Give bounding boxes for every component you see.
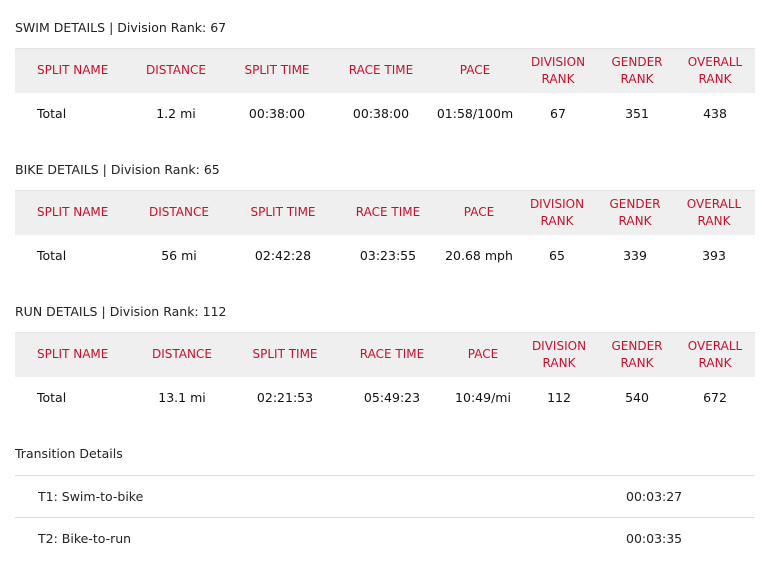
transition-time: 00:03:27 <box>626 489 683 504</box>
header-split-name: SPLIT NAME <box>37 347 109 362</box>
header-race-time: RACE TIME <box>348 63 414 78</box>
bike-division-rank: 65 <box>203 162 220 177</box>
cell-split-time: 00:38:00 <box>248 106 306 121</box>
header-gender-rank: GENDER RANK <box>611 338 663 370</box>
transition-row-t2: T2: Bike-to-run 00:03:35 <box>15 517 755 559</box>
header-race-time: RACE TIME <box>355 205 421 220</box>
table-header-row: SPLIT NAME DISTANCE SPLIT TIME RACE TIME… <box>15 332 755 377</box>
transition-row-t1: T1: Swim-to-bike 00:03:27 <box>15 475 755 517</box>
cell-race-time: 05:49:23 <box>363 390 421 405</box>
transition-details-title: Transition Details <box>15 446 123 461</box>
table-row: Total 13.1 mi 02:21:53 05:49:23 10:49/mi… <box>15 377 755 419</box>
header-overall-rank: OVERALL RANK <box>687 54 743 86</box>
table-row: Total 56 mi 02:42:28 03:23:55 20.68 mph … <box>15 235 755 277</box>
header-gender-rank: GENDER RANK <box>611 54 663 86</box>
cell-split-name: Total <box>37 390 67 405</box>
cell-gender-rank: 339 <box>623 248 647 263</box>
header-division-rank: DIVISION RANK <box>529 196 585 228</box>
header-distance: DISTANCE <box>152 347 212 362</box>
title-separator: | <box>109 20 114 35</box>
cell-overall-rank: 438 <box>703 106 727 121</box>
run-section-title: RUN DETAILS | Division Rank: 112 <box>15 302 755 322</box>
swim-title: SWIM DETAILS <box>15 20 106 35</box>
cell-split-time: 02:42:28 <box>254 248 312 263</box>
transition-time: 00:03:35 <box>626 531 683 546</box>
header-split-name: SPLIT NAME <box>37 205 109 220</box>
cell-race-time: 03:23:55 <box>359 248 417 263</box>
swim-section: SWIM DETAILS | Division Rank: 67 SPLIT NAM… <box>15 18 755 135</box>
title-separator: | <box>101 304 106 319</box>
cell-distance: 13.1 mi <box>158 390 206 405</box>
cell-gender-rank: 540 <box>625 390 649 405</box>
cell-race-time: 00:38:00 <box>352 106 410 121</box>
cell-pace: 01:58/100m <box>436 106 514 121</box>
table-header-row: SPLIT NAME DISTANCE SPLIT TIME RACE TIME… <box>15 48 755 93</box>
cell-split-time: 02:21:53 <box>256 390 314 405</box>
header-pace: PACE <box>463 205 495 220</box>
bike-table: SPLIT NAME DISTANCE SPLIT TIME RACE TIME… <box>15 190 755 277</box>
header-split-name: SPLIT NAME <box>37 63 109 78</box>
header-division-rank: DIVISION RANK <box>530 54 586 86</box>
cell-overall-rank: 672 <box>703 390 727 405</box>
title-separator: | <box>102 162 107 177</box>
swim-division-label: Division Rank: <box>117 20 207 35</box>
header-pace: PACE <box>459 63 491 78</box>
bike-division-label: Division Rank: <box>110 162 200 177</box>
cell-division-rank: 112 <box>547 390 571 405</box>
bike-title: BIKE DETAILS <box>15 162 99 177</box>
header-split-time: SPLIT TIME <box>250 205 316 220</box>
cell-distance: 56 mi <box>161 248 197 263</box>
header-distance: DISTANCE <box>149 205 209 220</box>
table-row: Total 1.2 mi 00:38:00 00:38:00 01:58/100… <box>15 93 755 135</box>
cell-split-name: Total <box>37 248 67 263</box>
transition-name: T1: Swim-to-bike <box>38 489 144 504</box>
cell-distance: 1.2 mi <box>156 106 196 121</box>
header-pace: PACE <box>467 347 499 362</box>
header-distance: DISTANCE <box>146 63 206 78</box>
swim-division-rank: 67 <box>210 20 227 35</box>
cell-gender-rank: 351 <box>625 106 649 121</box>
cell-overall-rank: 393 <box>702 248 726 263</box>
cell-division-rank: 65 <box>549 248 565 263</box>
swim-section-title: SWIM DETAILS | Division Rank: 67 <box>15 18 755 38</box>
cell-pace: 10:49/mi <box>455 390 511 405</box>
cell-split-name: Total <box>37 106 67 121</box>
run-division-label: Division Rank: <box>109 304 199 319</box>
run-section: RUN DETAILS | Division Rank: 112 SPLIT NAM… <box>15 302 755 419</box>
header-division-rank: DIVISION RANK <box>531 338 587 370</box>
header-overall-rank: OVERALL RANK <box>687 338 743 370</box>
header-gender-rank: GENDER RANK <box>609 196 661 228</box>
bike-section: BIKE DETAILS | Division Rank: 65 SPLIT NAM… <box>15 160 755 277</box>
header-split-time: SPLIT TIME <box>244 63 310 78</box>
run-title: RUN DETAILS <box>15 304 98 319</box>
cell-division-rank: 67 <box>550 106 566 121</box>
run-table: SPLIT NAME DISTANCE SPLIT TIME RACE TIME… <box>15 332 755 419</box>
transition-name: T2: Bike-to-run <box>38 531 132 546</box>
run-division-rank: 112 <box>202 304 227 319</box>
header-overall-rank: OVERALL RANK <box>686 196 742 228</box>
header-split-time: SPLIT TIME <box>252 347 318 362</box>
table-header-row: SPLIT NAME DISTANCE SPLIT TIME RACE TIME… <box>15 190 755 235</box>
cell-pace: 20.68 mph <box>445 248 513 263</box>
bike-section-title: BIKE DETAILS | Division Rank: 65 <box>15 160 755 180</box>
header-race-time: RACE TIME <box>359 347 425 362</box>
swim-table: SPLIT NAME DISTANCE SPLIT TIME RACE TIME… <box>15 48 755 135</box>
